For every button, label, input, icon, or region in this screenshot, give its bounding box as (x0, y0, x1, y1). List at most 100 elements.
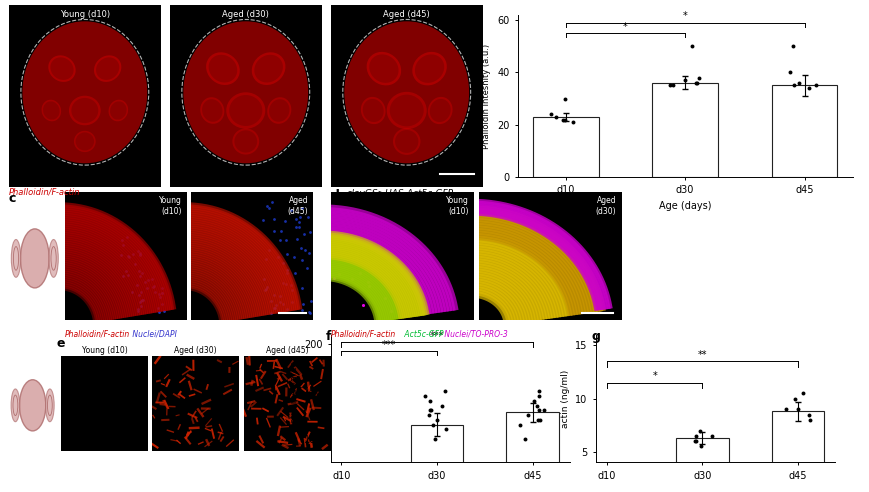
Ellipse shape (229, 95, 262, 126)
Point (275, 279, 289, 287)
Point (530, 401, 544, 409)
Ellipse shape (49, 56, 76, 82)
Text: Aged (d30): Aged (d30) (175, 346, 216, 355)
Point (280, 266, 294, 274)
Point (361, 277, 375, 285)
Text: c: c (9, 192, 16, 205)
Text: d: d (330, 189, 339, 202)
Point (800, 84, 814, 92)
Point (303, 297, 317, 305)
Point (279, 280, 293, 288)
Point (152, 290, 166, 298)
Point (264, 198, 278, 206)
Point (782, 68, 796, 76)
Ellipse shape (21, 229, 49, 288)
Point (145, 275, 159, 283)
Point (133, 251, 147, 259)
Point (136, 296, 150, 304)
Ellipse shape (232, 128, 259, 154)
Text: Young (d10): Young (d10) (82, 346, 127, 355)
Ellipse shape (387, 92, 426, 129)
Point (295, 204, 308, 212)
X-axis label: Age (days): Age (days) (658, 201, 711, 211)
Point (295, 256, 308, 264)
Point (132, 267, 146, 275)
Ellipse shape (49, 240, 58, 277)
Point (297, 230, 311, 238)
Text: Young (d10): Young (d10) (60, 10, 109, 19)
Point (138, 278, 152, 286)
Point (353, 269, 367, 277)
Point (262, 204, 275, 212)
Point (295, 301, 309, 308)
Point (280, 250, 294, 258)
Ellipse shape (109, 101, 127, 120)
Point (274, 227, 288, 235)
Point (276, 301, 290, 308)
Point (120, 233, 134, 241)
Point (530, 416, 544, 424)
Point (688, 79, 702, 87)
Ellipse shape (11, 240, 21, 277)
Point (548, 113, 562, 121)
Ellipse shape (96, 58, 119, 80)
Point (269, 301, 282, 308)
Point (689, 437, 703, 445)
Point (429, 416, 443, 424)
Point (131, 305, 145, 313)
Point (291, 218, 305, 226)
Point (666, 82, 680, 90)
Point (146, 283, 160, 291)
Point (790, 405, 804, 413)
Ellipse shape (254, 55, 282, 83)
Ellipse shape (94, 56, 121, 82)
Point (677, 76, 691, 84)
Bar (532, 117, 598, 177)
Bar (506, 412, 558, 492)
Point (377, 294, 391, 302)
Point (268, 304, 282, 312)
Point (260, 283, 274, 291)
Point (283, 206, 297, 214)
Text: **: ** (697, 350, 706, 360)
Point (426, 421, 440, 429)
Point (428, 435, 441, 443)
Point (527, 397, 541, 405)
Point (808, 82, 822, 90)
Text: g: g (591, 330, 600, 342)
Point (802, 416, 816, 424)
Point (688, 432, 702, 440)
Ellipse shape (362, 99, 383, 122)
Point (422, 406, 436, 414)
Text: a: a (9, 0, 17, 3)
Point (302, 308, 315, 315)
Point (267, 291, 281, 299)
Point (263, 308, 277, 316)
Ellipse shape (206, 52, 240, 85)
Text: *: * (652, 371, 656, 381)
Text: Phalloidin/F-actin: Phalloidin/F-actin (9, 188, 80, 197)
Point (557, 116, 571, 123)
Point (276, 259, 290, 267)
Text: Act5c-GFP: Act5c-GFP (401, 330, 443, 338)
Point (691, 74, 705, 82)
Point (124, 288, 138, 296)
Point (565, 118, 579, 126)
Point (295, 306, 308, 314)
Point (280, 305, 294, 312)
Text: b: b (508, 0, 517, 3)
Point (258, 286, 272, 294)
Point (133, 249, 147, 257)
Point (532, 392, 546, 400)
Point (133, 249, 147, 257)
Point (704, 432, 718, 440)
Point (558, 94, 572, 102)
Point (133, 272, 147, 280)
Point (131, 247, 145, 255)
Point (121, 271, 135, 278)
Point (260, 203, 274, 211)
Point (439, 426, 453, 433)
Point (259, 285, 273, 293)
Text: Young
(d10): Young (d10) (445, 196, 468, 216)
Point (302, 228, 316, 236)
